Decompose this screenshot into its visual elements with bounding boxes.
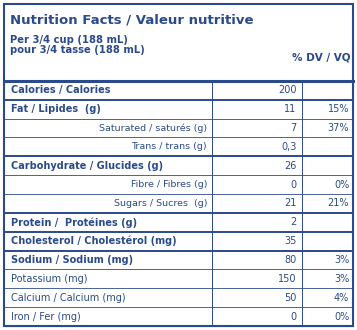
Text: 0: 0 (290, 180, 296, 189)
Text: % DV / VQ: % DV / VQ (292, 53, 351, 63)
Text: pour 3/4 tasse (188 mL): pour 3/4 tasse (188 mL) (10, 45, 145, 55)
Text: 2: 2 (290, 217, 296, 227)
Bar (4, 175, 212, 194)
Bar (4, 118, 212, 137)
Text: Sodium / Sodium (mg): Sodium / Sodium (mg) (11, 255, 133, 265)
Text: 35: 35 (284, 236, 296, 246)
Text: 21%: 21% (328, 198, 349, 209)
Text: 200: 200 (278, 85, 296, 95)
Text: Per 3/4 cup (188 mL): Per 3/4 cup (188 mL) (10, 35, 128, 45)
Text: 26: 26 (284, 161, 296, 171)
Bar (4, 194, 212, 213)
Text: 7: 7 (290, 123, 296, 133)
Text: 0,3: 0,3 (281, 142, 296, 152)
Text: 4%: 4% (334, 293, 349, 303)
Text: Iron / Fer (mg): Iron / Fer (mg) (11, 312, 80, 322)
Text: 21: 21 (284, 198, 296, 209)
Text: 3%: 3% (334, 255, 349, 265)
Text: 0%: 0% (334, 312, 349, 322)
Text: 0: 0 (290, 312, 296, 322)
Text: Potassium (mg): Potassium (mg) (11, 274, 87, 284)
Text: Calcium / Calcium (mg): Calcium / Calcium (mg) (11, 293, 125, 303)
Text: Trans / trans (g): Trans / trans (g) (131, 142, 207, 151)
Text: 150: 150 (278, 274, 296, 284)
Bar (4, 137, 212, 156)
Text: Saturated / saturés (g): Saturated / saturés (g) (99, 123, 207, 133)
Text: Nutrition Facts / Valeur nutritive: Nutrition Facts / Valeur nutritive (10, 13, 253, 26)
Text: Protein /  Protéines (g): Protein / Protéines (g) (11, 217, 137, 228)
Text: Calories / Calories: Calories / Calories (11, 85, 110, 95)
Text: 50: 50 (284, 293, 296, 303)
Text: 15%: 15% (328, 104, 349, 114)
Text: Sugars / Sucres  (g): Sugars / Sucres (g) (114, 199, 207, 208)
Text: Fibre / Fibres (g): Fibre / Fibres (g) (131, 180, 207, 189)
Text: Carbohydrate / Glucides (g): Carbohydrate / Glucides (g) (11, 161, 163, 171)
Text: 3%: 3% (334, 274, 349, 284)
Text: 11: 11 (284, 104, 296, 114)
Text: Cholesterol / Cholestérol (mg): Cholesterol / Cholestérol (mg) (11, 236, 176, 247)
Text: 37%: 37% (328, 123, 349, 133)
Text: 0%: 0% (334, 180, 349, 189)
Text: Fat / Lipides  (g): Fat / Lipides (g) (11, 104, 101, 114)
Text: 80: 80 (284, 255, 296, 265)
